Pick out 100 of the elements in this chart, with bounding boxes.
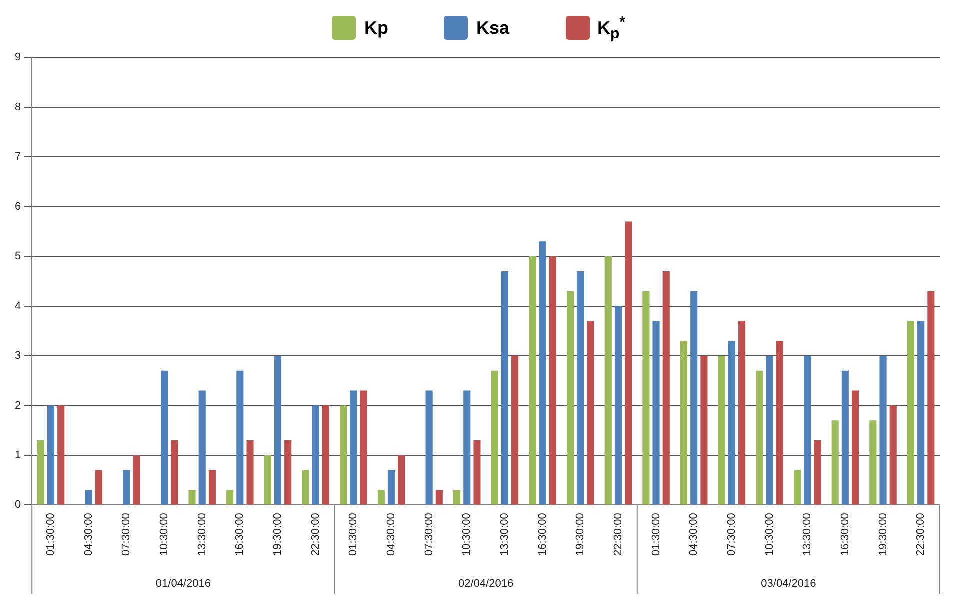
bar <box>642 291 650 505</box>
bar <box>794 470 802 505</box>
bar <box>680 341 688 505</box>
bar <box>95 470 102 505</box>
bar <box>350 390 358 505</box>
bar <box>549 256 556 505</box>
bar <box>85 490 92 505</box>
bar <box>340 406 348 505</box>
bar <box>474 440 481 505</box>
x-tick-label: 01:30:00 <box>45 513 58 556</box>
bar <box>662 271 670 505</box>
bar <box>604 256 612 505</box>
x-tick-label: 10:30:00 <box>461 513 474 556</box>
y-tick-label: 1 <box>14 449 22 462</box>
x-tick-label: 16:30:00 <box>839 513 852 556</box>
bar <box>226 490 234 505</box>
bar <box>58 406 65 505</box>
bar <box>539 242 546 505</box>
bar <box>274 356 282 505</box>
x-tick-label: 01:30:00 <box>348 513 360 556</box>
x-tick-label: 07:30:00 <box>423 513 436 556</box>
bar <box>188 490 196 505</box>
text: 03/04/2016 <box>761 578 816 590</box>
y-tick-label: 2 <box>14 400 22 412</box>
bar <box>804 356 812 505</box>
bar <box>436 490 443 505</box>
bar <box>322 406 330 505</box>
bar <box>284 440 292 505</box>
bar <box>312 406 320 505</box>
bar <box>360 390 368 505</box>
bar <box>890 406 897 505</box>
legend-label: Kp <box>364 18 388 38</box>
bar <box>652 321 660 505</box>
x-tick-label: 22:30:00 <box>612 513 624 556</box>
bar <box>236 370 244 505</box>
x-tick-label: 04:30:00 <box>688 513 700 556</box>
bar <box>426 390 433 505</box>
x-tick-label: 19:30:00 <box>574 513 587 556</box>
bar <box>690 291 698 505</box>
bar <box>171 440 178 505</box>
y-tick-label: 3 <box>14 350 22 362</box>
bar <box>880 356 887 505</box>
x-tick-label: 22:30:00 <box>310 513 322 556</box>
bar <box>302 470 310 505</box>
bar <box>160 370 168 505</box>
y-tick-label: 7 <box>14 151 22 164</box>
bar <box>776 341 784 505</box>
x-tick-label: 13:30:00 <box>802 513 814 556</box>
bar <box>842 370 849 505</box>
bar <box>37 440 44 505</box>
bar <box>928 291 935 505</box>
x-tick-label: 04:30:00 <box>82 513 95 556</box>
bar <box>614 306 622 505</box>
y-tick-label: 5 <box>14 250 22 263</box>
bar <box>491 370 498 505</box>
x-tick-label: 10:30:00 <box>158 513 171 556</box>
x-tick-label: 04:30:00 <box>386 513 398 556</box>
bar <box>246 440 254 505</box>
bar <box>512 356 519 505</box>
bar <box>625 222 632 505</box>
bar <box>529 256 536 505</box>
bar <box>567 291 574 505</box>
bar <box>123 470 130 505</box>
bar <box>587 321 594 505</box>
bar <box>133 455 140 505</box>
legend-label: Ksa <box>476 18 510 38</box>
x-tick-label: 19:30:00 <box>877 513 890 556</box>
bar <box>700 356 708 505</box>
bar <box>378 490 385 505</box>
bar <box>48 406 55 505</box>
x-tick-label: 01:30:00 <box>650 513 662 556</box>
bar <box>454 490 461 505</box>
bar <box>198 390 206 505</box>
x-tick-label: 13:30:00 <box>196 513 208 556</box>
bar <box>264 455 272 505</box>
x-tick-label: 10:30:00 <box>764 513 776 556</box>
bar <box>870 420 877 505</box>
bar <box>852 390 860 505</box>
bar <box>738 321 746 505</box>
x-tick-label: 16:30:00 <box>234 513 246 556</box>
x-tick-label: 07:30:00 <box>120 513 133 556</box>
bar <box>766 356 774 505</box>
bar <box>464 390 471 505</box>
y-tick-label: 9 <box>14 52 22 64</box>
bar <box>918 321 925 505</box>
bar <box>907 321 915 505</box>
bar <box>208 470 216 505</box>
bar <box>832 420 839 505</box>
bar <box>398 455 406 505</box>
y-tick-label: 6 <box>14 200 22 213</box>
text: 01/04/2016 <box>156 578 211 590</box>
text: 02/04/2016 <box>458 578 514 590</box>
x-tick-label: 19:30:00 <box>272 513 284 556</box>
x-tick-label: 22:30:00 <box>915 513 928 556</box>
bar <box>728 341 736 505</box>
y-tick-label: 4 <box>14 300 22 312</box>
y-tick-label: 0 <box>14 499 22 512</box>
x-tick-label: 16:30:00 <box>536 513 549 556</box>
bar <box>814 440 822 505</box>
bar <box>388 470 396 505</box>
